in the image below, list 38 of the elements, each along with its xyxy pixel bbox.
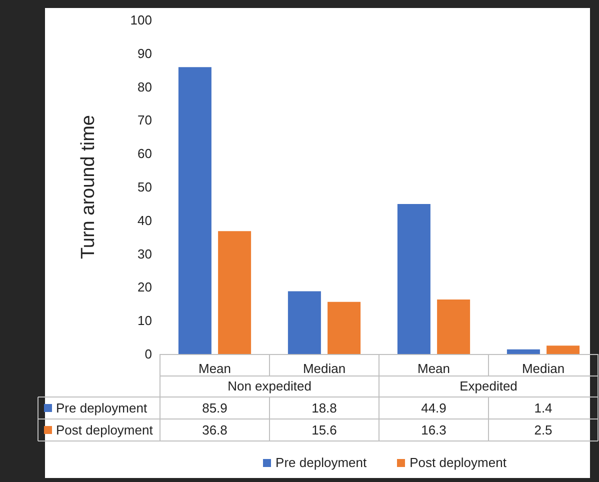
bar <box>506 349 540 354</box>
y-tick-label: 40 <box>138 212 152 228</box>
data-label: 1.4 <box>534 400 552 416</box>
data-label: 2.5 <box>534 422 552 438</box>
y-axis-title: Turn around time <box>78 115 99 259</box>
legend-label: Post deployment <box>56 422 154 438</box>
text: Post deployment <box>410 455 506 470</box>
x-tick-label: Median <box>302 361 346 376</box>
x-tick-label: Median <box>522 361 565 376</box>
data-label: 85.9 <box>202 400 228 416</box>
bar <box>178 67 212 354</box>
y-tick-label: 50 <box>138 180 152 194</box>
x-tick-label: Mean <box>198 361 232 376</box>
bar <box>437 300 470 354</box>
bar <box>328 302 361 354</box>
y-tick-label: 100 <box>130 12 152 28</box>
text: Non expedited <box>228 378 312 394</box>
data-label: 15.6 <box>312 422 337 438</box>
bar <box>397 204 430 354</box>
y-tick-label: 60 <box>138 146 152 162</box>
data-label: 44.9 <box>421 400 446 416</box>
data-label: 18.8 <box>312 400 337 416</box>
text: Expedited <box>460 378 518 394</box>
data-label: 36.8 <box>202 422 228 438</box>
bar <box>288 291 321 354</box>
legend-label: Pre deployment <box>56 400 148 416</box>
y-tick-label: 30 <box>138 246 152 262</box>
data-label: 16.3 <box>421 422 446 438</box>
bar <box>546 346 580 354</box>
text: Pre deployment <box>276 455 367 470</box>
y-tick-label: 10 <box>138 313 152 328</box>
y-tick-label: 80 <box>138 79 152 94</box>
x-tick-label: Mean <box>417 361 450 376</box>
y-tick-label: 90 <box>138 46 152 61</box>
y-tick-label: 70 <box>138 112 152 128</box>
y-tick-label: 0 <box>144 346 152 362</box>
y-tick-label: 20 <box>138 280 152 295</box>
bar <box>218 231 252 354</box>
